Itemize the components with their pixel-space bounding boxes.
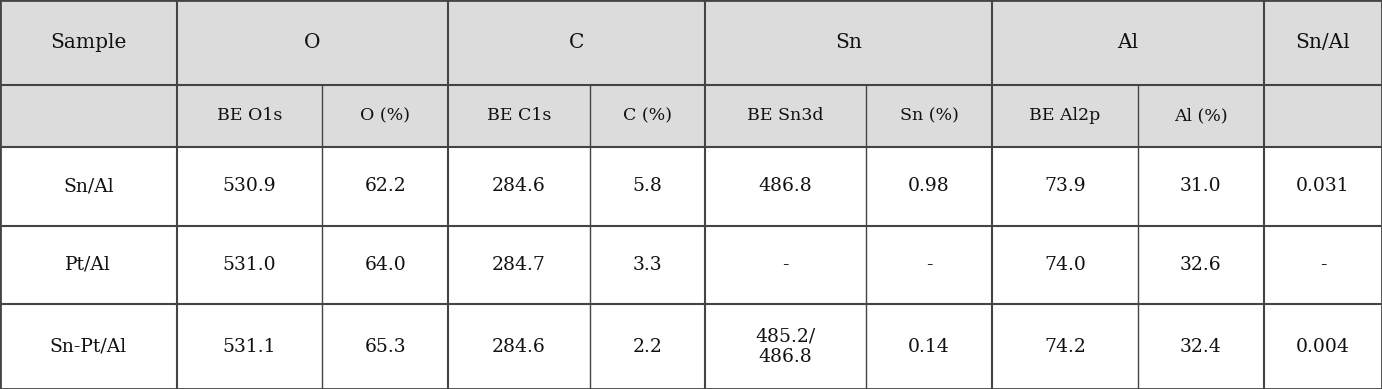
Text: -: - [782, 256, 789, 274]
Text: 32.6: 32.6 [1180, 256, 1222, 274]
Text: BE O1s: BE O1s [217, 107, 282, 124]
Bar [0, 147, 1382, 226]
Text: Sn: Sn [835, 33, 862, 52]
Text: Al: Al [1117, 33, 1139, 52]
Text: Sample: Sample [50, 33, 127, 52]
Text: C: C [569, 33, 585, 52]
Text: BE C1s: BE C1s [486, 107, 551, 124]
Text: Sn/Al: Sn/Al [64, 177, 113, 195]
Text: BE Al2p: BE Al2p [1030, 107, 1100, 124]
Text: 2.2: 2.2 [633, 338, 662, 356]
Text: 530.9: 530.9 [223, 177, 276, 195]
Text: 0.031: 0.031 [1296, 177, 1350, 195]
Bar [0, 226, 1382, 305]
Text: 0.14: 0.14 [908, 338, 949, 356]
Text: BE Sn3d: BE Sn3d [748, 107, 824, 124]
Text: 32.4: 32.4 [1180, 338, 1222, 356]
Text: -: - [926, 256, 933, 274]
Text: 31.0: 31.0 [1180, 177, 1222, 195]
Bar [0, 84, 1382, 147]
Text: 3.3: 3.3 [633, 256, 662, 274]
Text: O (%): O (%) [361, 107, 410, 124]
Text: 485.2/
486.8: 485.2/ 486.8 [756, 327, 815, 366]
Text: 531.0: 531.0 [223, 256, 276, 274]
Text: C (%): C (%) [623, 107, 672, 124]
Text: 0.004: 0.004 [1296, 338, 1350, 356]
Text: Sn/Al: Sn/Al [1295, 33, 1350, 52]
Text: 73.9: 73.9 [1043, 177, 1086, 195]
Text: 284.7: 284.7 [492, 256, 546, 274]
Text: 64.0: 64.0 [365, 256, 406, 274]
Text: 62.2: 62.2 [365, 177, 406, 195]
Text: Sn-Pt/Al: Sn-Pt/Al [50, 338, 127, 356]
Text: 74.2: 74.2 [1043, 338, 1086, 356]
Bar [0, 305, 1382, 389]
Text: -: - [1320, 256, 1327, 274]
Text: 0.98: 0.98 [908, 177, 949, 195]
Text: 284.6: 284.6 [492, 177, 546, 195]
Text: 284.6: 284.6 [492, 338, 546, 356]
Text: Al (%): Al (%) [1173, 107, 1227, 124]
Text: 486.8: 486.8 [759, 177, 813, 195]
Text: O: O [304, 33, 321, 52]
Bar [0, 0, 1382, 84]
Text: 531.1: 531.1 [223, 338, 276, 356]
Text: Pt/Al: Pt/Al [65, 256, 111, 274]
Text: Sn (%): Sn (%) [900, 107, 959, 124]
Text: 74.0: 74.0 [1043, 256, 1086, 274]
Text: 65.3: 65.3 [365, 338, 406, 356]
Text: 5.8: 5.8 [633, 177, 662, 195]
